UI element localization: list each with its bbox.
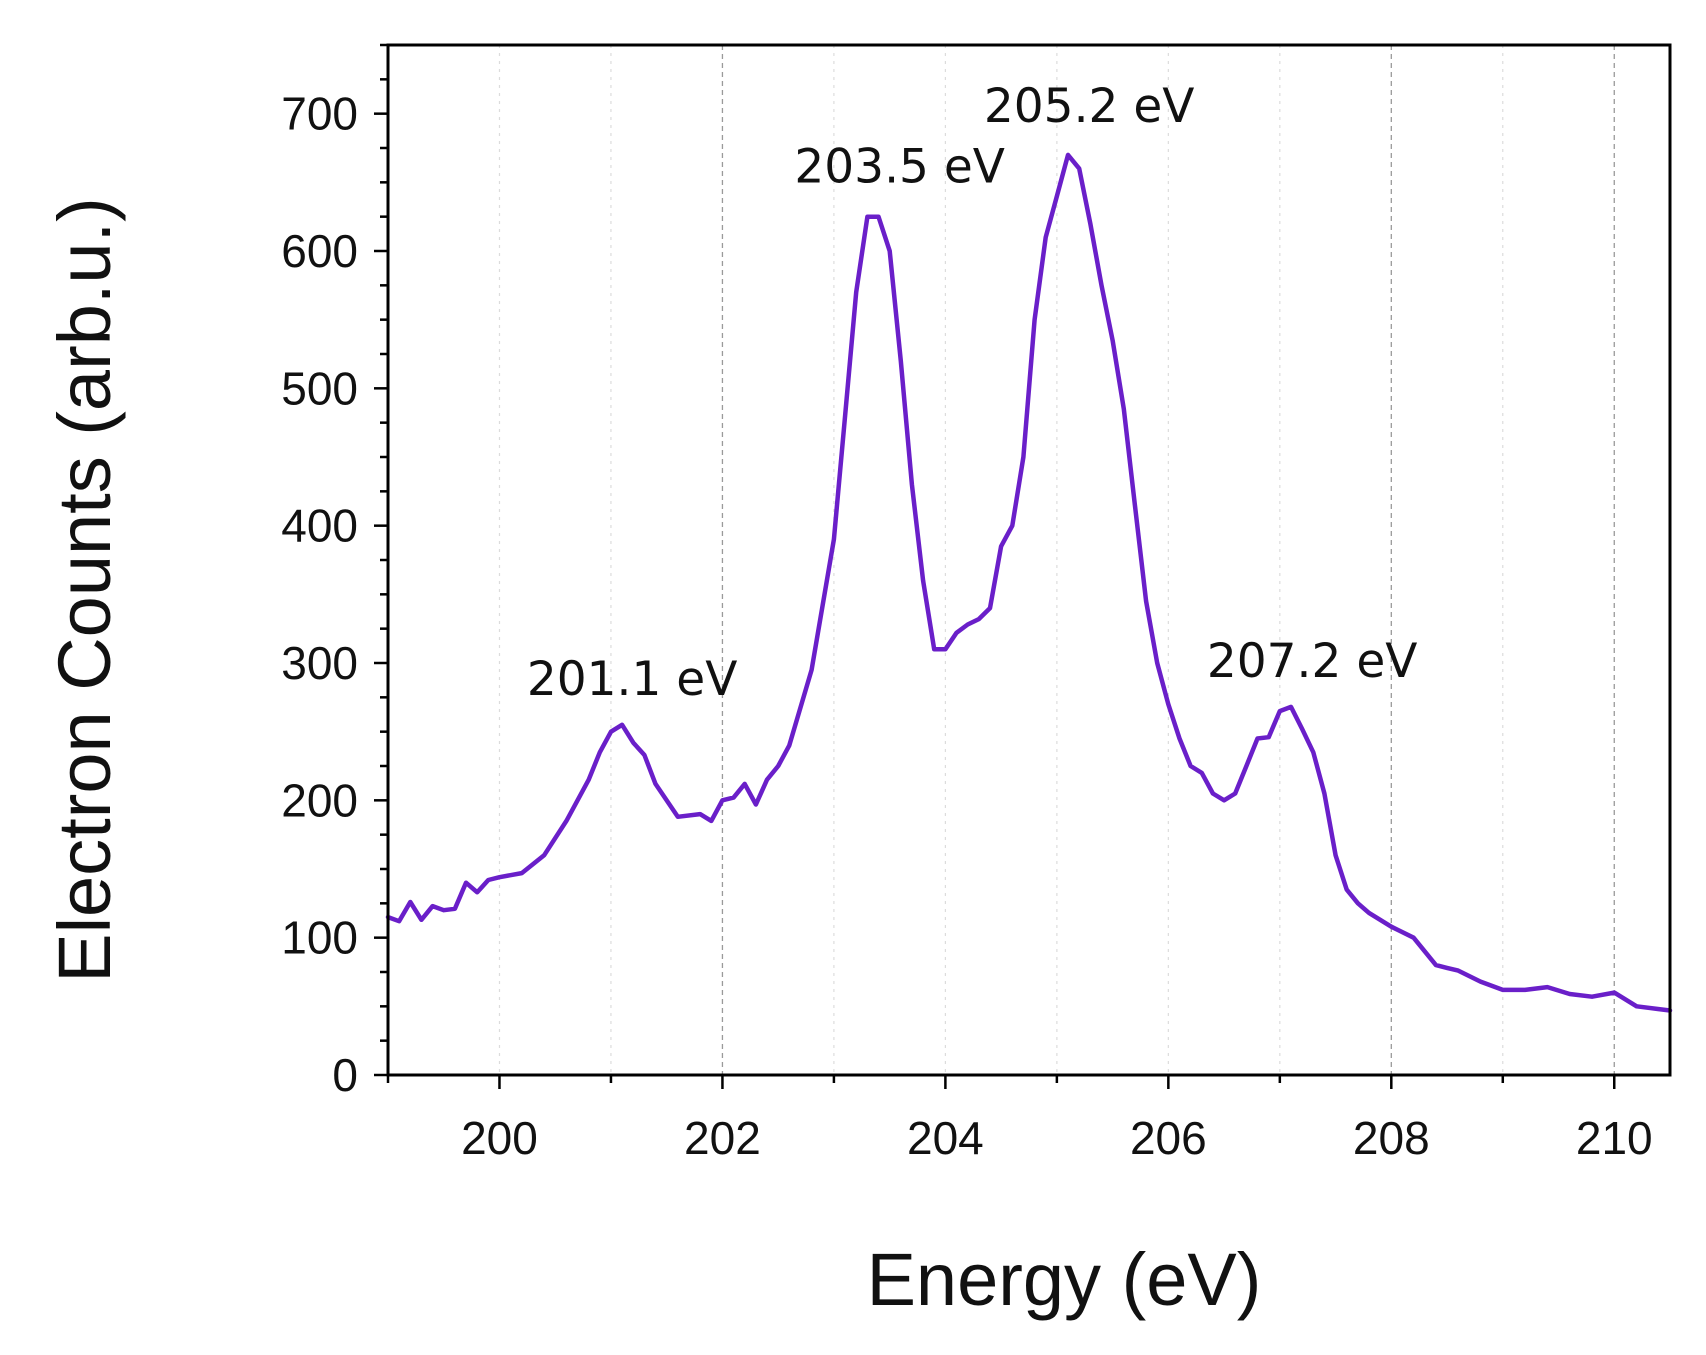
y-tick-label: 700: [281, 88, 358, 140]
plot-frame: [386, 43, 1672, 1077]
peak-annotation: 205.2 eV: [984, 79, 1195, 134]
grid-layer: [498, 45, 1615, 1075]
peak-annotation: 203.5 eV: [794, 140, 1005, 195]
x-tick-label: 208: [1353, 1112, 1430, 1164]
y-axis-title: Electron Counts (arb.u.): [43, 197, 126, 983]
x-tick-label: 204: [907, 1112, 984, 1164]
peak-annotation: 201.1 eV: [527, 652, 738, 707]
x-tick-label: 210: [1576, 1112, 1653, 1164]
x-tick-label: 200: [461, 1112, 538, 1164]
series-layer: [385, 152, 1673, 1013]
y-tick-label: 400: [281, 500, 358, 552]
tick-layer: 200 202 204 206 208 210 0 100 200 300 400 500 600 700: [281, 43, 1653, 1164]
y-tick-label: 300: [281, 637, 358, 689]
peak-annotation: 207.2 eV: [1207, 634, 1418, 689]
annotation-layer: 201.1 eV 203.5 eV 205.2 eV 207.2 eV: [527, 79, 1418, 707]
y-tick-label: 0: [332, 1049, 358, 1101]
y-tick-label: 100: [281, 912, 358, 964]
y-tick-label: 600: [281, 225, 358, 277]
x-tick-label: 206: [1130, 1112, 1207, 1164]
x-axis-title: Energy (eV): [867, 1238, 1262, 1321]
y-tick-label: 500: [281, 362, 358, 414]
y-tick-label: 200: [281, 774, 358, 826]
x-tick-label: 202: [684, 1112, 761, 1164]
series-line: [385, 152, 1673, 1013]
